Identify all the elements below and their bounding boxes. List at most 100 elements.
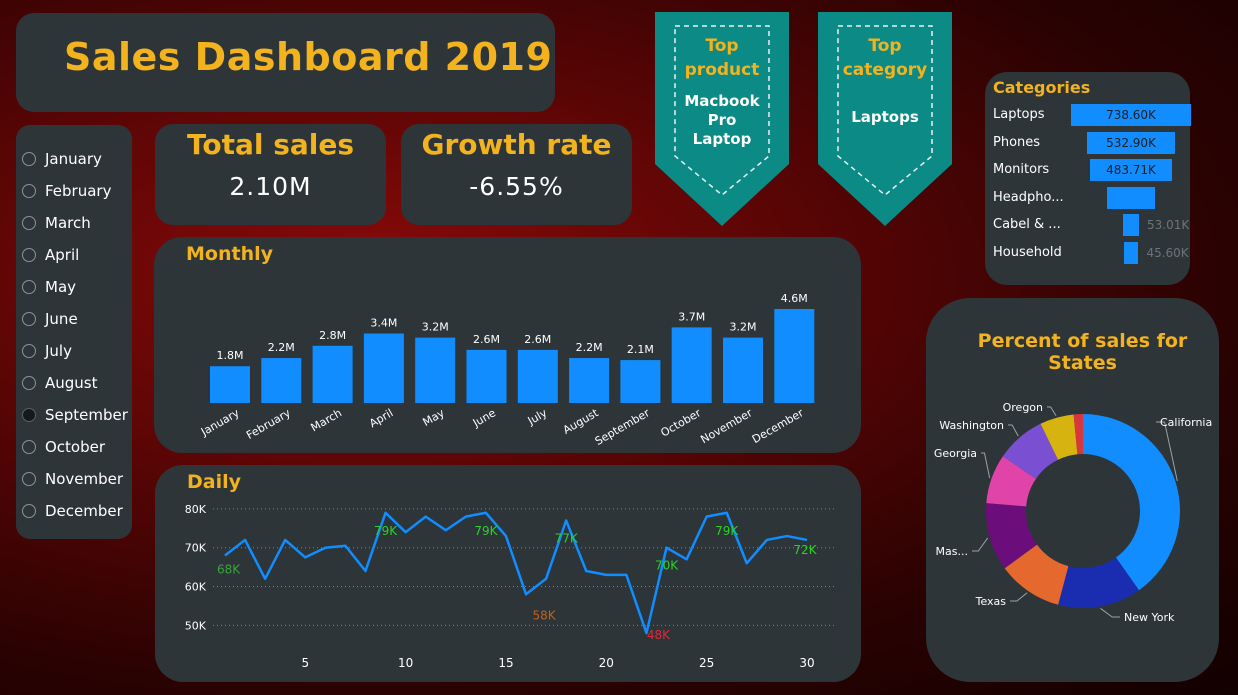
- monthly-x-tick: December: [750, 406, 806, 446]
- daily-data-label: 72K: [793, 543, 817, 557]
- daily-x-tick: 10: [398, 656, 413, 670]
- month-option-december[interactable]: December: [22, 499, 123, 523]
- radio-button[interactable]: [22, 280, 36, 294]
- category-label: Headpho...: [993, 189, 1064, 205]
- monthly-bar-may[interactable]: [415, 337, 456, 403]
- top-category-value: Laptops: [851, 108, 919, 126]
- month-option-october[interactable]: October: [22, 435, 105, 459]
- top-product-value-line: Pro: [707, 111, 737, 129]
- category-value: 53.01K: [1147, 218, 1190, 232]
- month-option-july[interactable]: July: [22, 339, 72, 363]
- monthly-bar-value: 2.1M: [627, 343, 654, 356]
- donut-slice-label: Oregon: [1003, 401, 1043, 414]
- monthly-bar-january[interactable]: [210, 366, 250, 403]
- month-option-april[interactable]: April: [22, 243, 79, 267]
- category-bar[interactable]: [1107, 186, 1155, 209]
- daily-chart-panel: Daily 50K 60K 70K 80K 5 10 15 20 25 30 68K 79K 79K 58…: [155, 465, 861, 682]
- monthly-x-tick: March: [309, 406, 345, 434]
- monthly-chart-title: Monthly: [186, 243, 273, 265]
- top-category-heading: Top category: [818, 34, 952, 82]
- radio-button[interactable]: [22, 344, 36, 358]
- monthly-bar-february[interactable]: [261, 358, 302, 403]
- daily-series-line[interactable]: [224, 511, 808, 635]
- category-bar[interactable]: [1090, 159, 1172, 181]
- donut-slice-texas[interactable]: [1004, 544, 1069, 605]
- category-value: 483.71K: [1106, 163, 1156, 177]
- daily-data-label: 70K: [655, 559, 679, 573]
- daily-data-label: 79K: [374, 524, 398, 538]
- donut-slice-new-york[interactable]: [1058, 557, 1139, 608]
- donut-slice-washington[interactable]: [1002, 423, 1059, 479]
- donut-slice-label: New York: [1124, 611, 1175, 624]
- donut-slice-label: Texas: [975, 595, 1007, 608]
- monthly-chart: 1.8M January 2.2M February 2.8M March 3.4M Apri…: [198, 292, 815, 448]
- radio-button[interactable]: [22, 504, 36, 518]
- category-bar[interactable]: [1123, 241, 1139, 264]
- month-option-label: July: [45, 342, 72, 360]
- states-donut-chart: California New York Texas Mas... Georgia Wash…: [934, 401, 1212, 624]
- monthly-bar-value: 2.6M: [473, 333, 500, 346]
- daily-data-label: 79K: [474, 524, 498, 538]
- monthly-bar-april[interactable]: [363, 333, 404, 403]
- radio-button[interactable]: [22, 152, 36, 166]
- dashboard-title: Sales Dashboard 2019: [64, 35, 553, 79]
- daily-data-label: 68K: [217, 562, 241, 576]
- daily-data-label: 79K: [715, 524, 739, 538]
- month-option-september[interactable]: September: [22, 403, 128, 427]
- month-option-february[interactable]: February: [22, 179, 111, 203]
- donut-leader-line: [1008, 424, 1019, 437]
- radio-button[interactable]: [22, 312, 36, 326]
- category-value: 45.60K: [1146, 245, 1189, 260]
- radio-button[interactable]: [22, 472, 36, 486]
- donut-slice-georgia[interactable]: [986, 456, 1036, 507]
- monthly-bar-august[interactable]: [569, 358, 610, 403]
- donut-slice-other[interactable]: [1073, 414, 1083, 455]
- month-option-august[interactable]: August: [22, 371, 98, 395]
- monthly-x-tick: October: [659, 406, 704, 440]
- daily-x-tick: 20: [599, 656, 614, 670]
- radio-button[interactable]: [22, 376, 36, 390]
- month-option-november[interactable]: November: [22, 467, 123, 491]
- top-category-heading-line1: Top: [868, 36, 902, 56]
- monthly-bar-march[interactable]: [312, 345, 353, 403]
- monthly-bar-value: 3.7M: [678, 310, 705, 323]
- total-sales-value: 2.10M: [229, 172, 312, 201]
- category-value: 532.90K: [1106, 135, 1156, 150]
- daily-y-tick: 60K: [185, 581, 207, 594]
- donut-slice-mas[interactable]: [986, 503, 1037, 569]
- radio-button[interactable]: [22, 184, 36, 198]
- daily-x-tick: 5: [301, 656, 309, 670]
- month-option-january[interactable]: January: [22, 147, 102, 171]
- monthly-bar-december[interactable]: [774, 309, 815, 403]
- monthly-bar-october[interactable]: [671, 327, 712, 403]
- radio-button[interactable]: [22, 216, 36, 230]
- monthly-bar-july[interactable]: [517, 349, 558, 403]
- radio-button[interactable]: [22, 248, 36, 262]
- top-category-banner: Top category Laptops: [818, 12, 952, 226]
- growth-rate-label: Growth rate: [421, 128, 612, 161]
- top-category-heading-line2: category: [842, 60, 928, 80]
- radio-button[interactable]: [22, 408, 36, 422]
- monthly-bar-value: 4.6M: [781, 292, 808, 305]
- top-product-value-line: Laptop: [692, 130, 752, 148]
- donut-slice-california[interactable]: [1083, 414, 1180, 591]
- category-bar[interactable]: [1122, 214, 1139, 236]
- daily-y-tick: 50K: [185, 619, 207, 632]
- donut-slice-oregon[interactable]: [1040, 414, 1078, 460]
- monthly-bar-september[interactable]: [620, 360, 661, 403]
- month-option-may[interactable]: May: [22, 275, 76, 299]
- monthly-bar-november[interactable]: [723, 337, 763, 403]
- category-bar[interactable]: [1086, 131, 1176, 154]
- total-sales-label: Total sales: [186, 128, 355, 161]
- monthly-bar-june[interactable]: [466, 349, 507, 403]
- radio-button[interactable]: [22, 440, 36, 454]
- donut-slice-label: Mas...: [936, 545, 968, 558]
- month-option-march[interactable]: March: [22, 211, 91, 235]
- month-option-june[interactable]: June: [22, 307, 78, 331]
- top-product-value: Macbook Pro Laptop: [655, 92, 789, 149]
- top-product-heading-line2: product: [684, 60, 760, 80]
- monthly-x-tick: February: [244, 406, 293, 442]
- monthly-bar-value: 2.2M: [268, 341, 295, 354]
- monthly-x-tick: May: [420, 406, 447, 429]
- category-bar[interactable]: [1071, 104, 1191, 126]
